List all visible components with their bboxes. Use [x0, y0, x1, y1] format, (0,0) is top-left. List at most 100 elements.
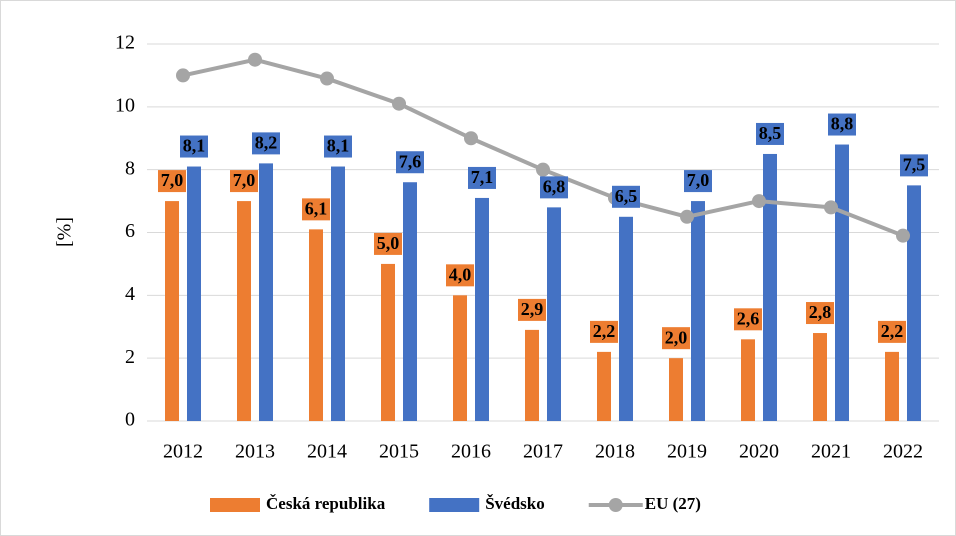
- data-label: 6,1: [305, 198, 328, 218]
- data-label-box: [734, 308, 762, 331]
- legend-label: Švédsko: [485, 494, 545, 513]
- bar: [453, 295, 467, 421]
- line-marker: [824, 200, 838, 215]
- line-marker: [680, 209, 694, 224]
- data-label-box: [590, 320, 618, 343]
- data-label: 4,0: [449, 264, 472, 284]
- data-label: 2,0: [665, 327, 688, 347]
- data-label: 8,1: [183, 136, 206, 156]
- bar: [763, 153, 777, 422]
- data-label: 7,1: [471, 167, 494, 187]
- bar: [237, 201, 251, 421]
- data-label-box: [828, 113, 856, 136]
- legend-label: EU (27): [645, 494, 701, 513]
- line-marker: [752, 194, 766, 209]
- data-label: 5,0: [377, 233, 400, 253]
- x-tick-label: 2021: [811, 441, 851, 463]
- data-label-box: [396, 151, 424, 174]
- data-label-box: [684, 170, 712, 193]
- line-marker: [896, 228, 910, 243]
- line-marker: [248, 52, 262, 67]
- data-label-box: [806, 302, 834, 325]
- data-label: 6,8: [543, 176, 566, 196]
- line-marker: [536, 162, 550, 177]
- bar: [741, 339, 755, 421]
- data-label-box: [324, 135, 352, 158]
- data-label-box: [158, 170, 186, 193]
- data-label-box: [374, 232, 402, 255]
- legend-swatch: [429, 498, 480, 512]
- data-label-box: [302, 198, 330, 221]
- data-label: 2,9: [521, 299, 544, 319]
- data-label-box: [230, 170, 258, 193]
- x-tick-label: 2015: [379, 441, 419, 463]
- data-label: 7,0: [161, 170, 184, 190]
- bar: [403, 182, 417, 421]
- bar: [691, 201, 705, 421]
- data-label: 8,1: [327, 136, 350, 156]
- x-tick-label: 2020: [739, 441, 779, 463]
- x-tick-label: 2019: [667, 441, 707, 463]
- bar: [475, 197, 489, 421]
- data-label: 2,8: [809, 302, 832, 322]
- x-tick-label: 2012: [163, 441, 203, 463]
- data-label: 7,0: [687, 170, 710, 190]
- bar: [619, 216, 633, 421]
- legend-swatch: [210, 498, 260, 512]
- y-tick-label: 8: [125, 157, 135, 179]
- y-tick-label: 2: [125, 346, 135, 368]
- data-label: 2,2: [881, 321, 904, 341]
- data-label-box: [662, 327, 690, 350]
- bar: [885, 351, 899, 421]
- bar: [187, 166, 201, 421]
- bar: [165, 201, 179, 421]
- bar: [813, 333, 827, 421]
- data-label: 8,8: [831, 114, 854, 134]
- data-label-box: [756, 122, 784, 145]
- x-tick-label: 2017: [523, 441, 563, 463]
- data-label-box: [468, 166, 496, 189]
- data-label-box: [612, 185, 640, 208]
- data-label-box: [540, 176, 568, 199]
- data-label: 7,5: [903, 155, 926, 175]
- y-axis-label: [%]: [54, 217, 76, 247]
- data-label-box: [518, 298, 546, 321]
- line-marker: [320, 71, 334, 86]
- legend-label: Česká republika: [266, 494, 386, 513]
- bar: [331, 166, 345, 421]
- data-label: 7,0: [233, 170, 256, 190]
- y-tick-label: 4: [125, 283, 135, 305]
- bar: [669, 358, 683, 421]
- bar: [259, 163, 273, 421]
- data-label: 8,2: [255, 133, 278, 153]
- data-label-box: [252, 132, 280, 155]
- data-label: 2,2: [593, 321, 616, 341]
- bar: [907, 185, 921, 421]
- bar: [381, 263, 395, 421]
- bar: [597, 351, 611, 421]
- data-label: 6,5: [615, 186, 638, 206]
- y-tick-label: 10: [115, 94, 135, 116]
- bar: [525, 329, 539, 421]
- bar: [547, 207, 561, 421]
- data-label: 2,6: [737, 308, 760, 328]
- legend-marker: [608, 498, 623, 512]
- x-tick-label: 2014: [307, 441, 347, 463]
- bar: [835, 144, 849, 422]
- line-marker: [392, 96, 406, 111]
- y-tick-label: 12: [115, 32, 135, 54]
- line-marker: [464, 131, 478, 146]
- data-label: 7,6: [399, 151, 422, 171]
- y-tick-label: 0: [125, 409, 135, 431]
- data-label-box: [900, 154, 928, 177]
- y-tick-label: 6: [125, 220, 135, 242]
- x-tick-label: 2022: [883, 441, 923, 463]
- x-tick-label: 2013: [235, 441, 275, 463]
- x-tick-label: 2016: [451, 441, 491, 463]
- line-marker: [176, 68, 190, 83]
- bar: [309, 229, 323, 421]
- data-label-box: [180, 135, 208, 158]
- data-label: 8,5: [759, 123, 782, 143]
- x-tick-label: 2018: [595, 441, 635, 463]
